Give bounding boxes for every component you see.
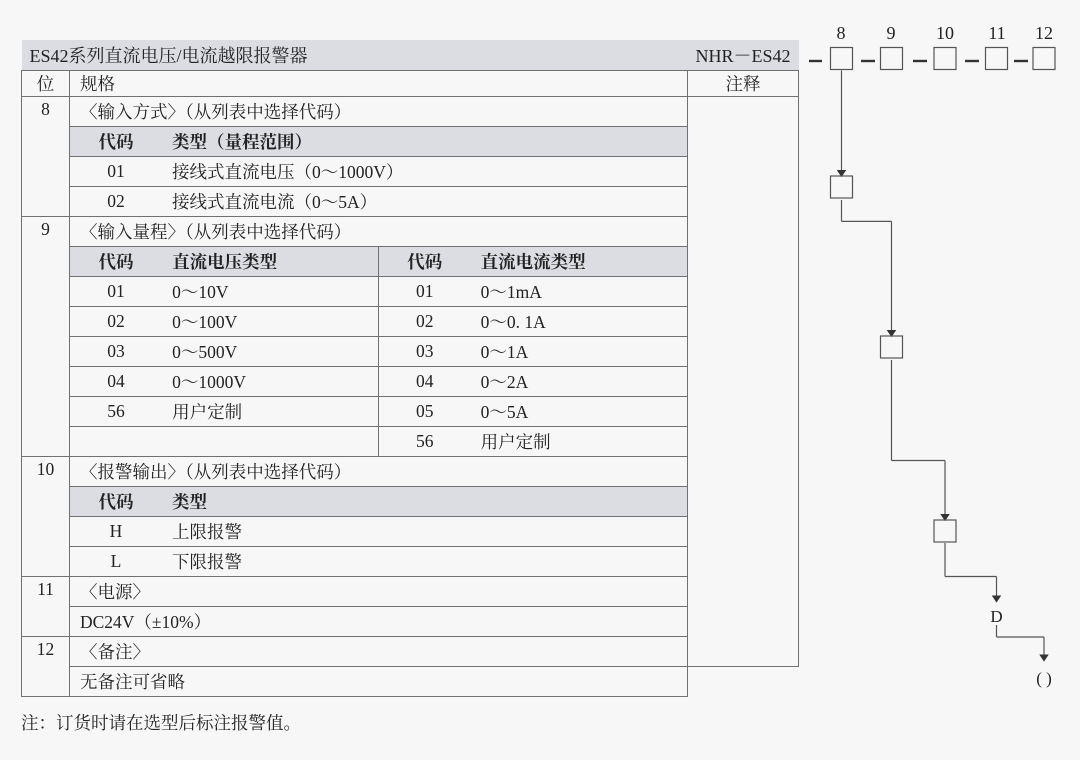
svg-text:8: 8: [837, 23, 846, 43]
svg-text:( ): ( ): [1036, 669, 1052, 688]
svg-text:10: 10: [936, 23, 954, 43]
svg-text:12: 12: [1035, 23, 1053, 43]
svg-text:11: 11: [988, 23, 1005, 43]
svg-text:9: 9: [887, 23, 896, 43]
svg-text:D: D: [990, 607, 1002, 626]
